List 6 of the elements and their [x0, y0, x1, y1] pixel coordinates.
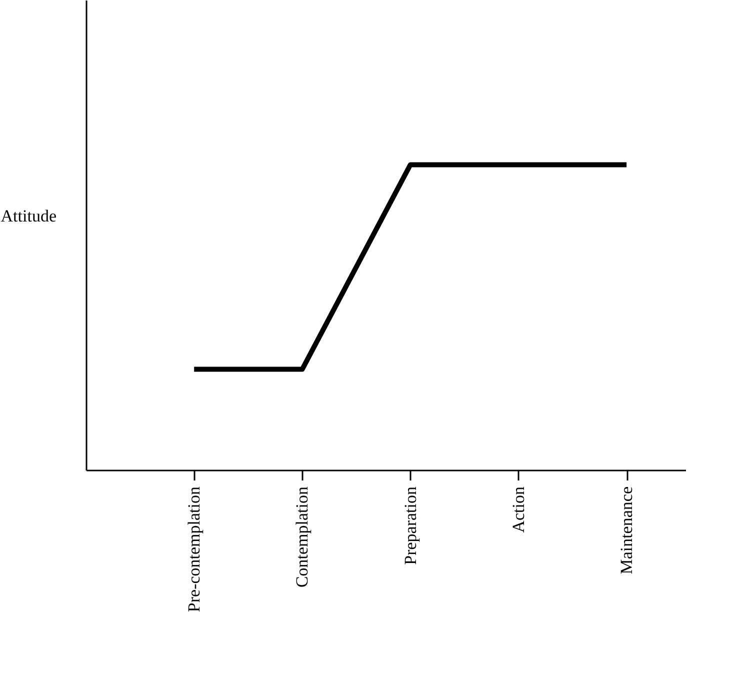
x-tick-label: Preparation	[400, 486, 420, 565]
x-tick-label: Pre-contemplation	[184, 486, 204, 612]
x-tick-label: Maintenance	[617, 486, 636, 574]
x-tick-label: Action	[508, 486, 528, 533]
y-axis-title: Attitude	[0, 206, 56, 226]
x-tick-label: Contemplation	[292, 486, 312, 588]
